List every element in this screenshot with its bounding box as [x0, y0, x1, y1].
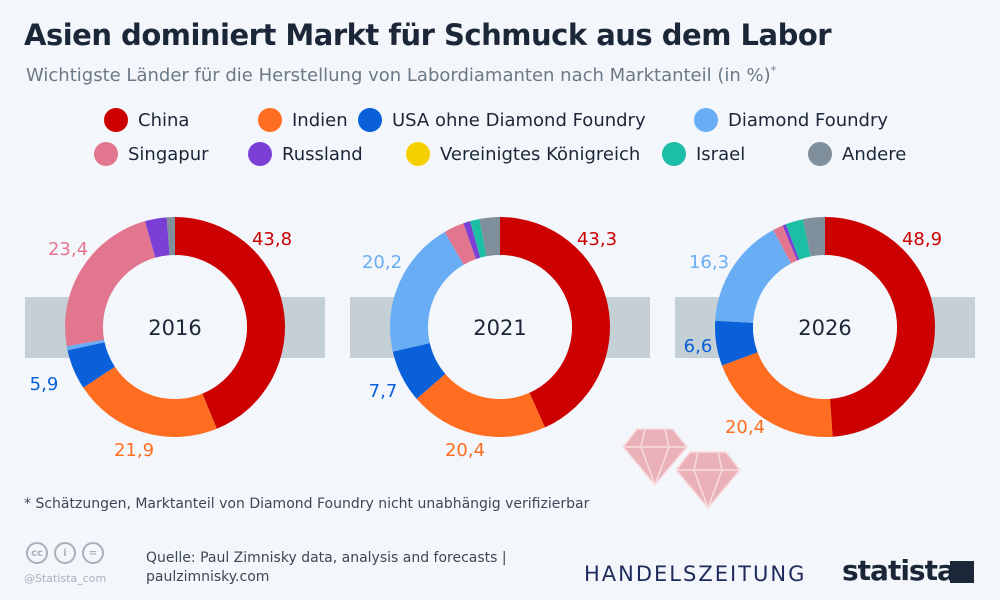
- donut-2021: 2021 43,3 20,4 7,7 20,2: [350, 217, 650, 461]
- slice-singapur: [773, 225, 798, 264]
- data-label: 6,6: [684, 336, 713, 357]
- year-label: 2026: [798, 316, 851, 340]
- subtitle-footnote-mark: *: [770, 64, 777, 77]
- slice-andere: [803, 217, 825, 257]
- legend-swatch: [662, 142, 686, 166]
- slice-usa-ohne-diamond-foundry: [67, 342, 115, 388]
- slice-diamond-foundry: [715, 229, 792, 323]
- donut-hole: [753, 255, 897, 399]
- legend-label: Indien: [292, 109, 348, 131]
- legend-swatch: [248, 142, 272, 166]
- donut-hole: [103, 255, 247, 399]
- slice-indien: [416, 373, 545, 438]
- license-icons: cc i =: [26, 542, 104, 564]
- statista-logo: statista: [842, 554, 956, 587]
- legend-item: USA ohne Diamond Foundry: [358, 108, 646, 132]
- footnote: * Schätzungen, Marktanteil von Diamond F…: [24, 496, 590, 512]
- legend-swatch: [406, 142, 430, 166]
- source-line-2: paulzimnisky.com: [146, 569, 270, 585]
- source-line-1: Quelle: Paul Zimnisky data, analysis and…: [146, 550, 507, 566]
- data-label: 43,3: [577, 229, 617, 250]
- slice-indien: [721, 352, 833, 437]
- data-label: 20,4: [725, 417, 765, 438]
- chart-title: Asien dominiert Markt für Schmuck aus de…: [24, 18, 832, 52]
- legend-swatch: [808, 142, 832, 166]
- legend-label: China: [138, 109, 190, 131]
- donut-2026: 2026 48,9 20,4 6,6 16,3: [675, 217, 975, 438]
- data-label: 7,7: [369, 381, 398, 402]
- legend-item: China: [104, 108, 189, 132]
- year-label: 2021: [473, 316, 526, 340]
- data-label: 16,3: [689, 252, 729, 273]
- slice-china: [500, 217, 610, 428]
- slice-israel: [469, 218, 487, 258]
- data-label: 23,4: [48, 239, 88, 260]
- slice-indien: [83, 366, 217, 437]
- slice-andere: [479, 217, 500, 257]
- slice-singapur: [65, 221, 156, 347]
- cc-icon: cc: [26, 542, 48, 564]
- legend-swatch: [94, 142, 118, 166]
- legend-label: Israel: [696, 143, 746, 165]
- slice-russland: [782, 224, 800, 261]
- attribution-icon: i: [54, 542, 76, 564]
- data-label: 21,9: [114, 440, 154, 461]
- data-label: 43,8: [252, 229, 292, 250]
- slice-china: [825, 217, 935, 437]
- subtitle-text: Wichtigste Länder für die Herstellung vo…: [26, 65, 771, 86]
- legend-item: Andere: [808, 142, 906, 166]
- slice-usa-ohne-diamond-foundry: [715, 320, 758, 366]
- legend-item: Diamond Foundry: [694, 108, 888, 132]
- slice-diamond-foundry: [66, 339, 105, 351]
- data-label: 20,4: [445, 440, 485, 461]
- legend-item: Indien: [258, 108, 348, 132]
- legend-label: Russland: [282, 143, 363, 165]
- slice-russland: [463, 221, 481, 260]
- slice-singapur: [444, 223, 477, 265]
- slice-andere: [166, 217, 175, 256]
- data-label: 48,9: [902, 229, 942, 250]
- legend-label: Vereinigtes Königreich: [440, 143, 641, 165]
- legend-item: Israel: [662, 142, 745, 166]
- no-derivatives-icon: =: [82, 542, 104, 564]
- legend-swatch: [258, 108, 282, 132]
- legend-label: Andere: [842, 143, 907, 165]
- slice-israel: [785, 219, 811, 260]
- legend-item: Russland: [248, 142, 363, 166]
- slice-usa-ohne-diamond-foundry: [392, 343, 446, 399]
- slice-china: [175, 217, 285, 429]
- diamond-illustration: [622, 428, 741, 511]
- legend-swatch: [694, 108, 718, 132]
- legend-label: USA ohne Diamond Foundry: [392, 109, 646, 131]
- legend-swatch: [358, 108, 382, 132]
- statista-logo-icon: [950, 561, 974, 583]
- source: Quelle: Paul Zimnisky data, analysis and…: [146, 549, 507, 587]
- legend-item: Singapur: [94, 142, 209, 166]
- legend-label: Diamond Foundry: [728, 109, 889, 131]
- data-label: 5,9: [30, 374, 59, 395]
- statista-handle: @Statista_com: [24, 572, 107, 585]
- year-label: 2016: [148, 316, 201, 340]
- data-label: 20,2: [362, 252, 402, 273]
- legend-item: Vereinigtes Königreich: [406, 142, 640, 166]
- legend-swatch: [104, 108, 128, 132]
- donut-hole: [428, 255, 572, 399]
- donut-2016: 2016 43,8 21,9 5,9 23,4: [25, 217, 325, 461]
- handelszeitung-logo: HANDELSZEITUNG: [584, 562, 807, 586]
- slice-russland: [144, 217, 170, 258]
- slice-diamond-foundry: [390, 231, 464, 352]
- chart-subtitle: Wichtigste Länder für die Herstellung vo…: [26, 64, 776, 86]
- legend-label: Singapur: [128, 143, 209, 165]
